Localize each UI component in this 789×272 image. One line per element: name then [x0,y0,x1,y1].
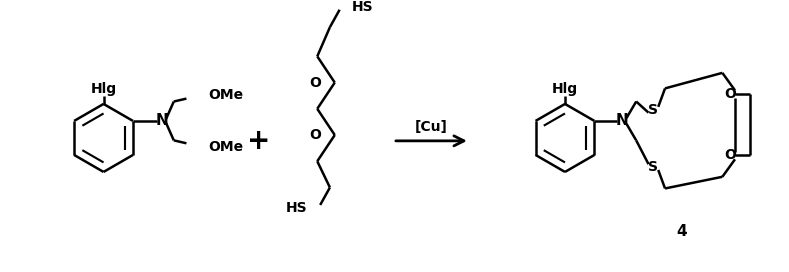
Text: O: O [724,149,736,162]
Text: S: S [649,160,658,174]
Text: O: O [309,76,321,89]
Text: O: O [309,128,321,142]
Text: Hlg: Hlg [552,82,578,96]
Text: O: O [724,87,736,101]
Text: OMe: OMe [208,140,243,154]
Text: [Cu]: [Cu] [414,120,447,134]
Text: +: + [247,127,271,155]
Text: Hlg: Hlg [91,82,117,96]
Text: N: N [155,113,169,128]
Text: N: N [615,113,628,128]
Text: 4: 4 [676,224,687,239]
Text: HS: HS [352,0,374,14]
Text: OMe: OMe [208,88,243,102]
Text: HS: HS [286,201,308,215]
Text: S: S [649,103,658,117]
